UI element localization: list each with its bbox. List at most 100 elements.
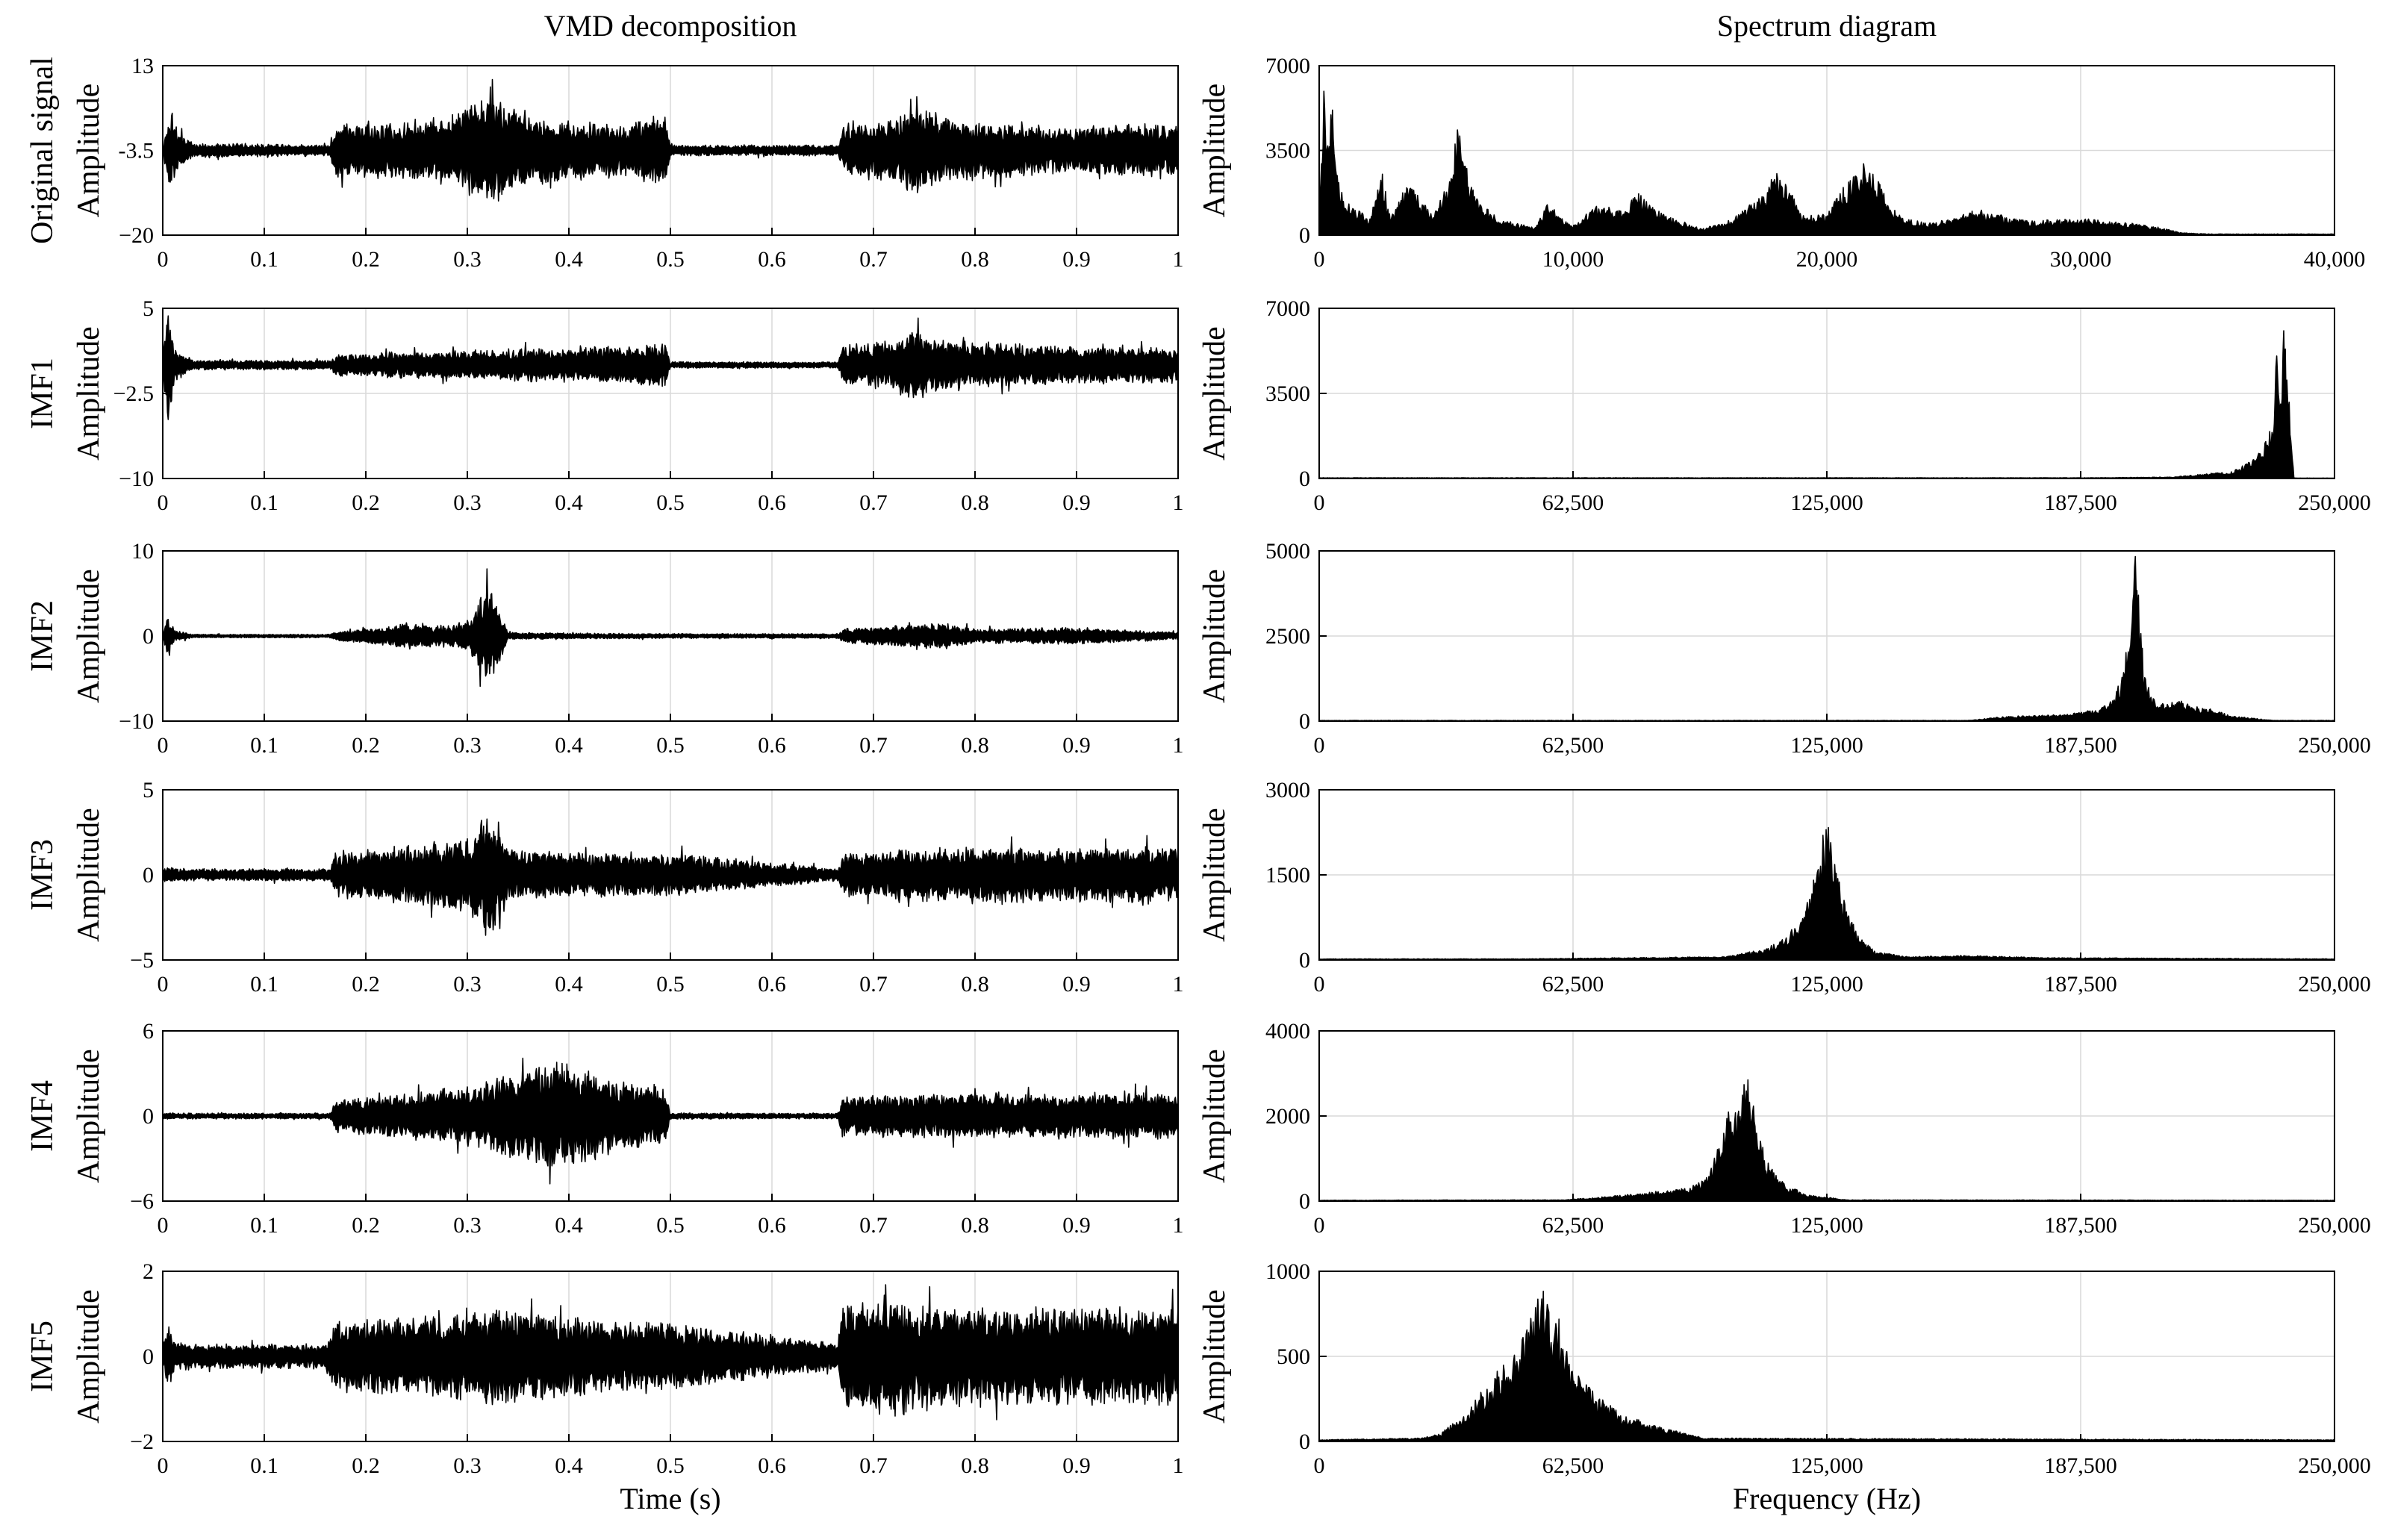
y-tick-label: −10 bbox=[119, 467, 154, 491]
x-tick-label: 20,000 bbox=[1796, 247, 1858, 272]
x-tick-label: 0.9 bbox=[1062, 490, 1091, 515]
x-tick-label: 0.8 bbox=[961, 247, 989, 272]
x-tick-label: 0.7 bbox=[859, 1453, 888, 1478]
y-axis-label: Amplitude bbox=[72, 808, 106, 942]
spectrum-panel-3: 0 62,500 125,000 187,500 250,000 3000 1500 0 Amp… bbox=[1197, 778, 2371, 997]
spectrum-trace bbox=[1318, 90, 2335, 236]
x-tick-label: 1 bbox=[1173, 1213, 1184, 1238]
x-tick-label: 0.7 bbox=[859, 733, 888, 758]
axes-frame bbox=[1318, 1271, 2335, 1442]
spectrum-panel-5: 0 62,500 125,000 187,500 250,000 1000 500 0 Ampl… bbox=[1197, 1259, 2371, 1515]
x-tick-label: 0 bbox=[158, 1213, 169, 1238]
x-tick-label: 0.5 bbox=[656, 972, 685, 997]
x-tick-label: 0 bbox=[158, 733, 169, 758]
spectrum-panel-1: 0 62,500 125,000 187,500 250,000 7000 3500 0 Amp… bbox=[1197, 296, 2371, 515]
row-label: IMF4 bbox=[25, 1080, 60, 1152]
y-tick-label: 0 bbox=[143, 1344, 154, 1369]
x-tick-label: 0.2 bbox=[352, 972, 380, 997]
x-tick-label: 62,500 bbox=[1542, 490, 1604, 515]
y-tick-label: 0 bbox=[143, 863, 154, 888]
y-tick-label: 4000 bbox=[1265, 1019, 1310, 1044]
y-axis-label: Amplitude bbox=[1197, 1049, 1232, 1183]
x-tick-label: 0.6 bbox=[758, 733, 786, 758]
y-tick-label: 0 bbox=[1299, 709, 1310, 734]
y-axis-label: Amplitude bbox=[72, 569, 106, 703]
row-label: IMF1 bbox=[25, 358, 60, 429]
x-tick-label: 0 bbox=[1314, 490, 1325, 515]
x-tick-label: 187,500 bbox=[2044, 733, 2117, 758]
axes-frame bbox=[162, 789, 1179, 961]
column-title: Spectrum diagram bbox=[1717, 9, 1937, 43]
column-title: VMD decomposition bbox=[544, 9, 797, 43]
y-tick-label: 0 bbox=[143, 624, 154, 649]
x-tick-label: 10,000 bbox=[1542, 247, 1604, 272]
y-tick-label: -3.5 bbox=[119, 139, 155, 163]
y-axis-label: Amplitude bbox=[72, 1289, 106, 1424]
y-tick-label: 3500 bbox=[1265, 381, 1310, 406]
x-tick-label: 62,500 bbox=[1542, 1453, 1604, 1478]
x-tick-label: 0.8 bbox=[961, 972, 989, 997]
x-tick-label: 0.1 bbox=[250, 247, 278, 272]
x-tick-label: 0.7 bbox=[859, 490, 888, 515]
time-panel-1: 0 0.1 0.2 0.3 0.4 0.5 0.6 0.7 0.8 0.9 1 5 −2.5 −10 IMF… bbox=[25, 296, 1184, 515]
x-tick-label: 0.4 bbox=[555, 247, 583, 272]
x-tick-label: 187,500 bbox=[2044, 972, 2117, 997]
x-tick-label: 0.9 bbox=[1062, 972, 1091, 997]
x-tick-label: 0.2 bbox=[352, 733, 380, 758]
y-axis-label: Amplitude bbox=[1197, 1289, 1232, 1424]
y-tick-label: −5 bbox=[130, 948, 154, 973]
x-tick-label: 0.2 bbox=[352, 1453, 380, 1478]
x-tick-label: 125,000 bbox=[1790, 972, 1863, 997]
axes-frame bbox=[1318, 308, 2335, 479]
y-tick-label: −2 bbox=[130, 1430, 154, 1454]
y-tick-label: 10 bbox=[131, 539, 154, 564]
y-axis-label: Amplitude bbox=[72, 84, 106, 218]
x-tick-label: 0.4 bbox=[555, 490, 583, 515]
row-label: IMF3 bbox=[25, 839, 60, 911]
spectrum-panel-2: 0 62,500 125,000 187,500 250,000 5000 2500 0 Amp… bbox=[1197, 539, 2371, 758]
x-tick-label: 250,000 bbox=[2298, 490, 2371, 515]
x-tick-label: 0.1 bbox=[250, 490, 278, 515]
y-tick-label: 0 bbox=[1299, 1189, 1310, 1214]
y-tick-label: 2 bbox=[143, 1259, 154, 1284]
x-tick-label: 0.3 bbox=[453, 1213, 482, 1238]
y-tick-label: 7000 bbox=[1265, 296, 1310, 321]
x-tick-label: 62,500 bbox=[1542, 972, 1604, 997]
axes-frame bbox=[162, 308, 1179, 479]
x-tick-label: 0.2 bbox=[352, 1213, 380, 1238]
y-tick-label: 0 bbox=[1299, 1430, 1310, 1454]
x-tick-label: 250,000 bbox=[2298, 1453, 2371, 1478]
x-tick-label: 125,000 bbox=[1790, 1213, 1863, 1238]
y-tick-label: 6 bbox=[143, 1019, 154, 1044]
x-tick-label: 1 bbox=[1173, 247, 1184, 272]
x-tick-label: 0.3 bbox=[453, 247, 482, 272]
x-tick-label: 40,000 bbox=[2304, 247, 2366, 272]
x-tick-label: 30,000 bbox=[2050, 247, 2112, 272]
x-tick-label: 0 bbox=[1314, 1213, 1325, 1238]
x-tick-label: 0.1 bbox=[250, 733, 278, 758]
y-tick-label: 2000 bbox=[1265, 1104, 1310, 1129]
x-tick-label: 0.9 bbox=[1062, 247, 1091, 272]
row-label: Original signal bbox=[25, 57, 60, 244]
x-tick-label: 0.2 bbox=[352, 490, 380, 515]
plots-layer: 0 0.1 0.2 0.3 0.4 0.5 0.6 0.7 0.8 0.9 1 13 -3.5 −2 0 Or… bbox=[25, 9, 2371, 1515]
x-tick-label: 1 bbox=[1173, 733, 1184, 758]
y-tick-label: 5000 bbox=[1265, 539, 1310, 564]
x-tick-label: 0.1 bbox=[250, 1453, 278, 1478]
x-tick-label: 0.4 bbox=[555, 733, 583, 758]
x-tick-label: 0.4 bbox=[555, 972, 583, 997]
x-tick-label: 0.7 bbox=[859, 972, 888, 997]
x-tick-label: 0.6 bbox=[758, 972, 786, 997]
x-tick-label: 0.7 bbox=[859, 1213, 888, 1238]
axes-frame bbox=[162, 550, 1179, 722]
x-tick-label: 62,500 bbox=[1542, 733, 1604, 758]
y-axis-label: Amplitude bbox=[1197, 808, 1232, 942]
x-tick-label: 0 bbox=[1314, 247, 1325, 272]
x-tick-label: 0.9 bbox=[1062, 1213, 1091, 1238]
x-tick-label: 250,000 bbox=[2298, 1213, 2371, 1238]
y-tick-label: 13 bbox=[131, 54, 154, 78]
x-tick-label: 0 bbox=[1314, 972, 1325, 997]
x-tick-label: 0.5 bbox=[656, 1213, 685, 1238]
